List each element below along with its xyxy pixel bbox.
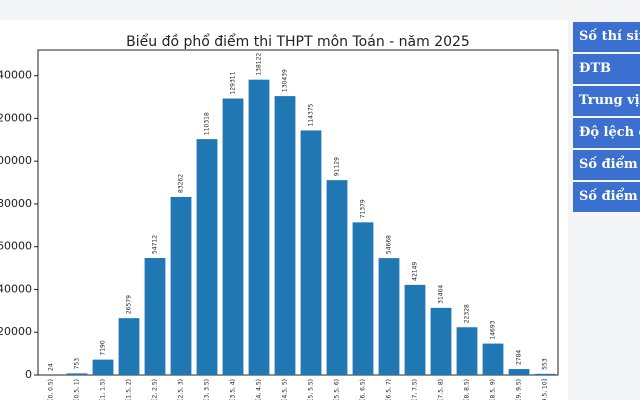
x-tick-label: [7.5, 8) (438, 379, 445, 400)
data-label: 130439 (282, 69, 289, 92)
table-cell: Số điểm 0 (573, 182, 640, 212)
chart: Biểu đồ phổ điểm thi THPT môn Toán - năm… (0, 20, 568, 400)
bar (196, 139, 218, 375)
bar (274, 96, 296, 375)
y-tick-label: 80000 (0, 197, 32, 210)
bar (144, 258, 166, 375)
x-tick-label: [2.5, 3) (178, 379, 185, 400)
data-label: 91129 (334, 157, 341, 176)
bar (326, 180, 348, 375)
data-label: 54712 (152, 235, 159, 254)
data-label: 553 (542, 358, 549, 370)
x-tick-label: [5, 5.5) (308, 379, 315, 400)
x-tick-label: [1.5, 2) (126, 379, 133, 400)
chart-title: Biểu đồ phổ điểm thi THPT môn Toán - năm… (126, 33, 470, 50)
data-label: 129311 (230, 71, 237, 94)
table-cell: Số thí sin (573, 22, 640, 52)
x-tick-label: [0, 0.5) (48, 379, 55, 400)
data-label: 22328 (464, 304, 471, 323)
x-tick-label: [7, 7.5) (412, 379, 419, 400)
bar (534, 373, 556, 375)
bar (118, 318, 140, 375)
x-tick-label: [9, 9.5) (516, 379, 523, 400)
data-label: 24 (48, 363, 55, 371)
data-label: 42149 (412, 262, 419, 281)
data-label: 71379 (360, 199, 367, 218)
table-cell: Trung vị (573, 86, 640, 116)
y-tick-label: 60000 (0, 240, 32, 253)
bar (482, 343, 504, 375)
x-tick-label: [8, 8.5) (464, 379, 471, 400)
x-tick-label: [1, 1.5) (100, 379, 107, 400)
x-tick-label: [6, 6.5) (360, 379, 367, 400)
table-cell: ĐTB (573, 54, 640, 84)
bar (170, 196, 192, 375)
data-label: 31404 (438, 285, 445, 304)
y-tick-label: 140000 (0, 69, 32, 82)
bar (456, 327, 478, 375)
data-label: 114375 (308, 103, 315, 126)
table-cell: Số điểm 1 (573, 150, 640, 180)
x-tick-label: [3.5, 4) (230, 379, 237, 400)
bar (248, 79, 270, 376)
x-tick-label: [0.5, 1) (74, 379, 81, 400)
x-tick-label: [2, 2.5) (152, 379, 159, 400)
table-cell: Độ lệch c (573, 118, 640, 148)
bar (300, 130, 322, 375)
x-tick-label: [5.5, 6) (334, 379, 341, 400)
x-tick-label: [3, 3.5) (204, 379, 211, 400)
data-label: 83262 (178, 174, 185, 193)
data-label: 2784 (516, 350, 523, 365)
x-tick-label: [4, 4.5) (256, 379, 263, 400)
bar (508, 369, 530, 375)
bar (92, 359, 114, 375)
bar (66, 373, 88, 375)
data-label: 138122 (256, 53, 263, 76)
x-tick-label: [9.5, 10] (542, 379, 549, 400)
data-label: 54668 (386, 235, 393, 254)
y-tick-label: 40000 (0, 282, 32, 295)
x-tick-label: [8.5, 9) (490, 379, 497, 400)
x-tick-label: [6.5, 7) (386, 379, 393, 400)
bar (222, 98, 244, 375)
bar (430, 307, 452, 375)
x-tick-label: [4.5, 5) (282, 379, 289, 400)
data-label: 7190 (100, 340, 107, 355)
data-label: 753 (74, 358, 81, 370)
y-tick-label: 120000 (0, 111, 32, 124)
plot-frame (37, 49, 559, 376)
data-label: 14693 (490, 320, 497, 339)
bar (352, 222, 374, 375)
y-tick-label: 0 (25, 368, 32, 381)
data-label: 110318 (204, 112, 211, 135)
y-tick-label: 100000 (0, 154, 32, 167)
data-label: 26579 (126, 295, 133, 314)
bar (404, 284, 426, 375)
bar (378, 258, 400, 375)
y-tick-label: 20000 (0, 325, 32, 338)
